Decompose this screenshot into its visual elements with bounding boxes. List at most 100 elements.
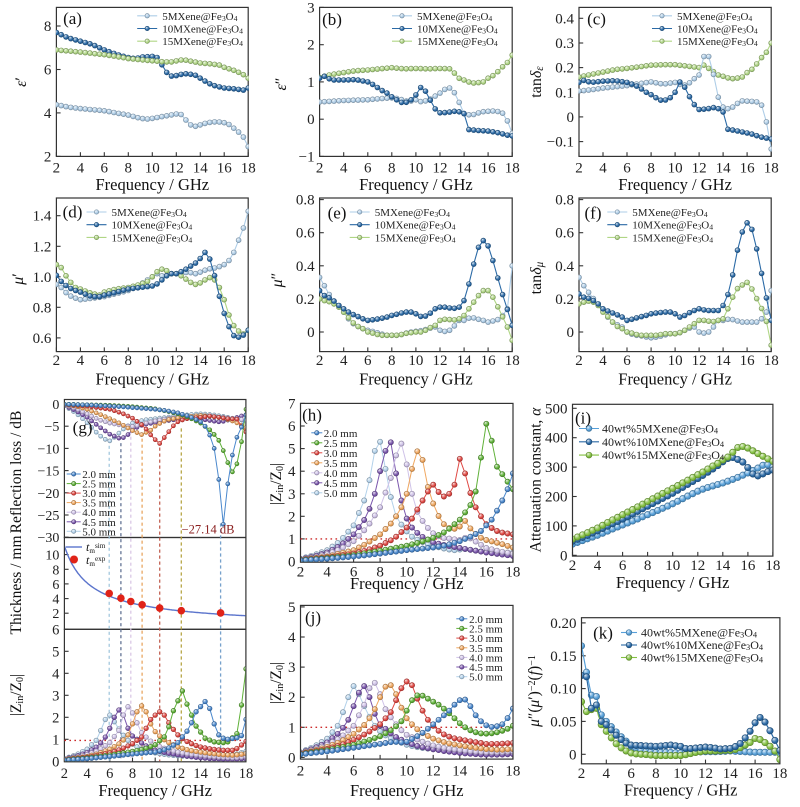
svg-text:0.15: 0.15 [550, 649, 576, 665]
svg-text:2: 2 [575, 161, 583, 177]
svg-text:6: 6 [101, 161, 109, 177]
svg-text:16: 16 [740, 353, 756, 369]
svg-text:4: 4 [603, 766, 611, 782]
svg-text:18: 18 [764, 353, 779, 369]
svg-text:0.4: 0.4 [296, 259, 315, 275]
svg-text:−1: −1 [299, 149, 315, 165]
svg-text:Frequency / GHz: Frequency / GHz [95, 175, 209, 194]
svg-text:0: 0 [567, 110, 575, 126]
svg-text:14: 14 [457, 353, 473, 369]
svg-text:16: 16 [217, 161, 233, 177]
svg-text:2: 2 [297, 565, 305, 581]
svg-text:14: 14 [452, 764, 468, 780]
svg-text:4: 4 [599, 353, 607, 369]
svg-text:4: 4 [44, 106, 52, 122]
svg-text:12: 12 [433, 161, 448, 177]
svg-text:10MXene@Fe3O4: 10MXene@Fe3O4 [112, 220, 193, 232]
svg-text:40wt%5MXene@Fe3O4: 40wt%5MXene@Fe3O4 [602, 422, 719, 436]
svg-text:5MXene@Fe3O4: 5MXene@Fe3O4 [632, 207, 707, 219]
svg-text:Thickness / mm: Thickness / mm [8, 535, 25, 634]
svg-text:2.0 mm: 2.0 mm [324, 428, 358, 440]
svg-text:300: 300 [545, 460, 568, 476]
svg-text:10: 10 [408, 353, 423, 369]
svg-text:4.0 mm: 4.0 mm [469, 652, 503, 664]
svg-text:2: 2 [52, 710, 59, 726]
svg-text:2.0 mm: 2.0 mm [469, 614, 503, 626]
svg-text:0.2: 0.2 [296, 292, 315, 308]
svg-text:15MXene@Fe3O4: 15MXene@Fe3O4 [162, 36, 243, 48]
svg-text:0.8: 0.8 [33, 300, 52, 316]
svg-text:15MXene@Fe3O4: 15MXene@Fe3O4 [677, 36, 758, 48]
svg-text:8: 8 [647, 161, 655, 177]
svg-text:3: 3 [288, 660, 296, 676]
svg-text:0: 0 [307, 112, 315, 128]
svg-text:500: 500 [545, 401, 568, 417]
svg-text:Frequency / GHz: Frequency / GHz [359, 175, 473, 194]
svg-text:14: 14 [716, 353, 732, 369]
svg-text:2: 2 [297, 764, 305, 780]
svg-text:8: 8 [125, 353, 133, 369]
svg-text:4.0 mm: 4.0 mm [82, 507, 116, 519]
svg-text:5MXene@Fe3O4: 5MXene@Fe3O4 [162, 11, 237, 23]
svg-text:tmexp: tmexp [86, 553, 106, 568]
svg-text:(k): (k) [593, 624, 613, 643]
svg-text:0: 0 [288, 555, 296, 571]
svg-text:3.0 mm: 3.0 mm [469, 633, 503, 645]
svg-text:Frequency / GHz: Frequency / GHz [95, 370, 209, 389]
svg-text:0.1: 0.1 [555, 85, 574, 101]
svg-text:3.5 mm: 3.5 mm [469, 643, 503, 655]
svg-text:7: 7 [288, 396, 296, 412]
svg-text:18: 18 [241, 353, 256, 369]
svg-text:Frequency / GHz: Frequency / GHz [616, 573, 730, 592]
svg-text:8: 8 [44, 19, 52, 35]
svg-text:2: 2 [288, 509, 296, 525]
svg-text:15MXene@Fe3O4: 15MXene@Fe3O4 [112, 232, 193, 244]
svg-text:6: 6 [364, 353, 372, 369]
svg-text:6: 6 [623, 161, 631, 177]
svg-text:6: 6 [627, 766, 635, 782]
svg-text:6: 6 [623, 353, 631, 369]
svg-text:3.0 mm: 3.0 mm [324, 448, 358, 460]
svg-text:10MXene@Fe3O4: 10MXene@Fe3O4 [632, 220, 713, 232]
svg-text:8: 8 [125, 161, 133, 177]
svg-text:5.0 mm: 5.0 mm [324, 488, 358, 500]
svg-text:|Zin/Z0|: |Zin/Z0| [8, 674, 26, 716]
svg-text:8: 8 [644, 558, 652, 574]
svg-text:18: 18 [239, 766, 254, 782]
svg-text:12: 12 [690, 558, 705, 574]
svg-text:2: 2 [575, 353, 583, 369]
svg-text:−27.14 dB: −27.14 dB [182, 523, 235, 537]
svg-text:ε″: ε″ [273, 78, 290, 91]
svg-text:4: 4 [77, 161, 85, 177]
svg-text:5MXene@Fe3O4: 5MXene@Fe3O4 [417, 11, 492, 23]
svg-text:(c): (c) [587, 10, 606, 29]
svg-text:−10: −10 [37, 442, 59, 457]
svg-text:μ″(μ′)−2(f)−1: μ″(μ′)−2(f)−1 [526, 655, 543, 728]
svg-text:6: 6 [350, 764, 358, 780]
svg-text:2: 2 [288, 690, 296, 706]
svg-text:4.5 mm: 4.5 mm [469, 662, 503, 674]
svg-text:18: 18 [772, 766, 787, 782]
svg-text:12: 12 [169, 353, 184, 369]
svg-text:1.2: 1.2 [33, 239, 52, 255]
svg-text:18: 18 [505, 565, 520, 581]
svg-text:12: 12 [692, 353, 707, 369]
svg-text:10: 10 [145, 161, 160, 177]
svg-text:−30: −30 [37, 531, 59, 546]
svg-text:12: 12 [426, 764, 441, 780]
svg-text:16: 16 [481, 353, 497, 369]
svg-text:4.5 mm: 4.5 mm [82, 517, 116, 529]
svg-text:14: 14 [452, 565, 468, 581]
svg-text:14: 14 [723, 766, 739, 782]
svg-text:10: 10 [399, 764, 414, 780]
svg-text:5.0 mm: 5.0 mm [82, 526, 116, 538]
svg-text:2: 2 [316, 161, 324, 177]
svg-text:(i): (i) [575, 409, 591, 428]
svg-text:0: 0 [560, 548, 568, 564]
svg-text:0.8: 0.8 [296, 193, 315, 209]
svg-text:0: 0 [567, 325, 575, 341]
svg-text:10: 10 [145, 353, 160, 369]
svg-text:(e): (e) [328, 204, 347, 223]
svg-text:10: 10 [399, 565, 414, 581]
svg-text:4: 4 [288, 630, 296, 646]
